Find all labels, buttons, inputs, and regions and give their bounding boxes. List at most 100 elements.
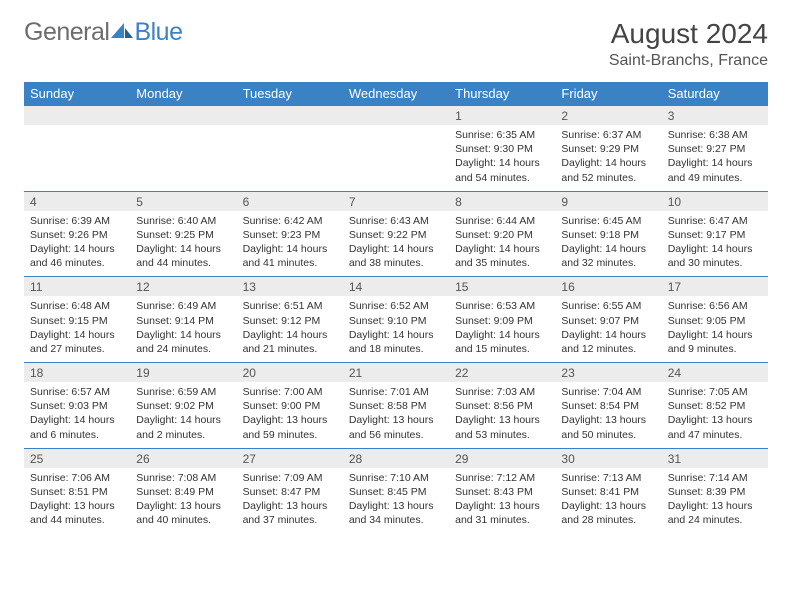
sunrise-text: Sunrise: 6:44 AM [455, 214, 549, 228]
sunset-text: Sunset: 9:12 PM [243, 314, 337, 328]
location: Saint-Branchs, France [609, 52, 768, 70]
logo-sail-icon [111, 18, 133, 47]
sunrise-text: Sunrise: 6:43 AM [349, 214, 443, 228]
daylight-text: Daylight: 13 hours and 47 minutes. [668, 413, 762, 441]
sunrise-text: Sunrise: 6:35 AM [455, 128, 549, 142]
sunset-text: Sunset: 9:20 PM [455, 228, 549, 242]
day-detail: Sunrise: 7:05 AMSunset: 8:52 PMDaylight:… [662, 382, 768, 448]
daylight-text: Daylight: 14 hours and 18 minutes. [349, 328, 443, 356]
calendar-table: Sunday Monday Tuesday Wednesday Thursday… [24, 82, 768, 533]
daylight-text: Daylight: 13 hours and 44 minutes. [30, 499, 124, 527]
day-number: 22 [449, 363, 555, 383]
day-detail: Sunrise: 6:56 AMSunset: 9:05 PMDaylight:… [662, 296, 768, 362]
daynum-row: 25262728293031 [24, 448, 768, 468]
sunset-text: Sunset: 8:58 PM [349, 399, 443, 413]
detail-row: Sunrise: 7:06 AMSunset: 8:51 PMDaylight:… [24, 468, 768, 534]
day-number: 1 [449, 106, 555, 126]
daylight-text: Daylight: 14 hours and 9 minutes. [668, 328, 762, 356]
day-detail: Sunrise: 6:37 AMSunset: 9:29 PMDaylight:… [555, 125, 661, 191]
day-number: 14 [343, 277, 449, 297]
day-detail: Sunrise: 6:45 AMSunset: 9:18 PMDaylight:… [555, 211, 661, 277]
day-detail: Sunrise: 6:49 AMSunset: 9:14 PMDaylight:… [130, 296, 236, 362]
day-detail: Sunrise: 7:04 AMSunset: 8:54 PMDaylight:… [555, 382, 661, 448]
sunrise-text: Sunrise: 6:48 AM [30, 299, 124, 313]
day-number [237, 106, 343, 126]
day-number [130, 106, 236, 126]
sunset-text: Sunset: 9:26 PM [30, 228, 124, 242]
sunset-text: Sunset: 9:15 PM [30, 314, 124, 328]
sunrise-text: Sunrise: 7:09 AM [243, 471, 337, 485]
day-detail: Sunrise: 6:43 AMSunset: 9:22 PMDaylight:… [343, 211, 449, 277]
daylight-text: Daylight: 14 hours and 52 minutes. [561, 156, 655, 184]
sunset-text: Sunset: 9:29 PM [561, 142, 655, 156]
sunrise-text: Sunrise: 6:38 AM [668, 128, 762, 142]
daylight-text: Daylight: 14 hours and 46 minutes. [30, 242, 124, 270]
day-number: 8 [449, 191, 555, 211]
sunset-text: Sunset: 8:43 PM [455, 485, 549, 499]
daylight-text: Daylight: 13 hours and 37 minutes. [243, 499, 337, 527]
day-detail: Sunrise: 6:47 AMSunset: 9:17 PMDaylight:… [662, 211, 768, 277]
day-detail: Sunrise: 7:12 AMSunset: 8:43 PMDaylight:… [449, 468, 555, 534]
day-number: 17 [662, 277, 768, 297]
sunset-text: Sunset: 8:51 PM [30, 485, 124, 499]
sunset-text: Sunset: 9:23 PM [243, 228, 337, 242]
sunrise-text: Sunrise: 7:05 AM [668, 385, 762, 399]
daynum-row: 18192021222324 [24, 363, 768, 383]
daylight-text: Daylight: 13 hours and 50 minutes. [561, 413, 655, 441]
daylight-text: Daylight: 13 hours and 53 minutes. [455, 413, 549, 441]
day-number: 21 [343, 363, 449, 383]
sunset-text: Sunset: 8:54 PM [561, 399, 655, 413]
col-monday: Monday [130, 82, 236, 106]
daylight-text: Daylight: 13 hours and 40 minutes. [136, 499, 230, 527]
sunrise-text: Sunrise: 6:52 AM [349, 299, 443, 313]
day-detail [24, 125, 130, 191]
daylight-text: Daylight: 14 hours and 27 minutes. [30, 328, 124, 356]
col-saturday: Saturday [662, 82, 768, 106]
header-row: Sunday Monday Tuesday Wednesday Thursday… [24, 82, 768, 106]
detail-row: Sunrise: 6:57 AMSunset: 9:03 PMDaylight:… [24, 382, 768, 448]
sunrise-text: Sunrise: 7:12 AM [455, 471, 549, 485]
day-detail: Sunrise: 7:08 AMSunset: 8:49 PMDaylight:… [130, 468, 236, 534]
day-detail: Sunrise: 6:51 AMSunset: 9:12 PMDaylight:… [237, 296, 343, 362]
day-number: 23 [555, 363, 661, 383]
day-number: 26 [130, 448, 236, 468]
day-number: 31 [662, 448, 768, 468]
daylight-text: Daylight: 13 hours and 59 minutes. [243, 413, 337, 441]
sunset-text: Sunset: 9:10 PM [349, 314, 443, 328]
day-number: 16 [555, 277, 661, 297]
sunset-text: Sunset: 9:22 PM [349, 228, 443, 242]
sunrise-text: Sunrise: 6:57 AM [30, 385, 124, 399]
day-number: 13 [237, 277, 343, 297]
sunset-text: Sunset: 9:17 PM [668, 228, 762, 242]
sunset-text: Sunset: 8:45 PM [349, 485, 443, 499]
day-number: 28 [343, 448, 449, 468]
day-detail: Sunrise: 6:39 AMSunset: 9:26 PMDaylight:… [24, 211, 130, 277]
title-block: August 2024 Saint-Branchs, France [609, 18, 768, 70]
day-number: 24 [662, 363, 768, 383]
sunset-text: Sunset: 8:47 PM [243, 485, 337, 499]
daylight-text: Daylight: 14 hours and 41 minutes. [243, 242, 337, 270]
daylight-text: Daylight: 14 hours and 44 minutes. [136, 242, 230, 270]
page: General Blue August 2024 Saint-Branchs, … [0, 0, 792, 543]
sunrise-text: Sunrise: 6:37 AM [561, 128, 655, 142]
day-number: 29 [449, 448, 555, 468]
day-detail: Sunrise: 6:42 AMSunset: 9:23 PMDaylight:… [237, 211, 343, 277]
sunset-text: Sunset: 9:25 PM [136, 228, 230, 242]
col-sunday: Sunday [24, 82, 130, 106]
calendar-body: 1 23 Sunrise: 6:35 AMSunset: 9:30 PMDaylig… [24, 106, 768, 534]
logo-text-blue: Blue [134, 18, 182, 47]
day-number: 5 [130, 191, 236, 211]
detail-row: Sunrise: 6:35 AMSunset: 9:30 PMDaylight:… [24, 125, 768, 191]
logo-text-general: General [24, 18, 109, 47]
daylight-text: Daylight: 14 hours and 24 minutes. [136, 328, 230, 356]
sunrise-text: Sunrise: 7:06 AM [30, 471, 124, 485]
sunset-text: Sunset: 8:52 PM [668, 399, 762, 413]
sunrise-text: Sunrise: 7:13 AM [561, 471, 655, 485]
sunrise-text: Sunrise: 6:45 AM [561, 214, 655, 228]
daylight-text: Daylight: 14 hours and 21 minutes. [243, 328, 337, 356]
daylight-text: Daylight: 14 hours and 15 minutes. [455, 328, 549, 356]
sunrise-text: Sunrise: 6:40 AM [136, 214, 230, 228]
detail-row: Sunrise: 6:48 AMSunset: 9:15 PMDaylight:… [24, 296, 768, 362]
sunset-text: Sunset: 8:56 PM [455, 399, 549, 413]
daylight-text: Daylight: 14 hours and 12 minutes. [561, 328, 655, 356]
